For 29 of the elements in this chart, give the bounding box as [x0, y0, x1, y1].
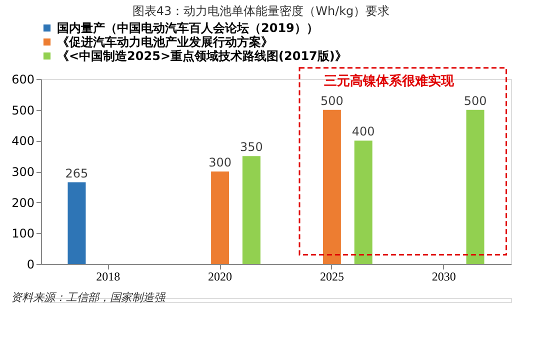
y-tick-label: 200	[12, 196, 34, 210]
y-tick-label: 100	[12, 226, 34, 241]
data-label: 300	[208, 156, 232, 170]
text: 资料来源：工信部，国家制造强	[11, 291, 166, 304]
data-label: 400	[352, 124, 375, 139]
bar	[242, 156, 260, 264]
data-label: 500	[320, 94, 344, 108]
y-tick-label: 300	[12, 165, 34, 179]
annotation: 三元高镍体系很难实现	[324, 72, 455, 89]
x-tick-label: 2025	[320, 270, 344, 284]
y-tick-label: 600	[12, 72, 34, 86]
data-label: 265	[65, 166, 88, 180]
bar	[322, 110, 341, 264]
y-tick-label: 500	[12, 103, 34, 118]
bar	[354, 140, 372, 264]
y-tick-label: 400	[12, 134, 34, 148]
chart-title: 图表43：动力电池单体能量密度（Wh/kg）要求	[132, 4, 390, 18]
x-tick-label: 2030	[432, 270, 456, 284]
data-label: 350	[240, 140, 263, 154]
x-tick-label: 2020	[208, 270, 232, 284]
legend-label: 《<中国制造2025>重点领域技术路线图(2017版)》	[57, 49, 347, 63]
x-tick-label: 2018	[96, 270, 120, 284]
bar	[211, 172, 230, 264]
data-label: 500	[464, 94, 487, 108]
bar	[68, 182, 86, 264]
y-tick-label: 0	[26, 258, 34, 272]
legend-label: 国内量产（中国电动汽车百人会论坛（2019））	[57, 21, 318, 35]
bar	[466, 110, 484, 264]
legend-label: 《促进汽车动力电池产业发展行动方案》	[57, 35, 273, 49]
